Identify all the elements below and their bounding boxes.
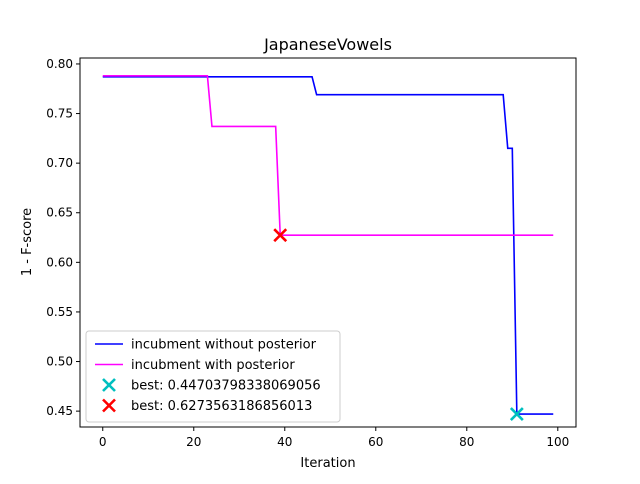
best-marker-2-stroke-b	[273, 228, 288, 243]
y-tick-label: 0.55	[46, 305, 73, 319]
best-marker-2	[273, 228, 288, 243]
series-line-2	[102, 75, 554, 236]
y-tick-label: 0.65	[46, 206, 73, 220]
y-tick-label: 0.50	[46, 355, 73, 369]
x-tick-label: 0	[99, 435, 107, 449]
x-tick-label: 80	[459, 435, 474, 449]
legend-box	[85, 330, 341, 423]
best-marker-1	[509, 407, 524, 422]
legend-label: best: 0.6273563186856013	[131, 399, 312, 414]
y-axis-label: 1 - F-score	[20, 208, 35, 276]
legend-label: incubment without posterior	[131, 338, 317, 353]
x-tick-label: 20	[186, 435, 201, 449]
legend-marker-swatch-stroke-b	[102, 378, 116, 392]
legend-marker-swatch-stroke-b	[102, 398, 116, 413]
legend-marker-swatch	[102, 398, 116, 413]
legend: incubment without posterior incubment wit…	[85, 330, 341, 423]
x-tick-label: 40	[277, 435, 292, 449]
y-tick-label: 0.75	[46, 107, 73, 121]
chart-title: JapaneseVowels	[263, 35, 392, 54]
y-tick-label: 0.80	[46, 57, 73, 71]
axes: 0 20 40 60 80 100 0.45 0.50 0.55 0.60 0.65 0.70 0.75…	[46, 57, 577, 449]
legend-label: best: 0.44703798338069056	[131, 379, 321, 394]
series-line-1	[102, 76, 554, 415]
best-marker-1-stroke-b	[509, 407, 524, 422]
legend-marker-swatch	[102, 378, 116, 392]
x-tick-label: 100	[546, 435, 569, 449]
x-tick-label: 60	[368, 435, 383, 449]
y-tick-label: 0.60	[46, 255, 73, 269]
plot-area	[102, 75, 554, 422]
x-axis-label: Iteration	[300, 456, 355, 471]
plot-frame	[79, 57, 577, 428]
y-tick-label: 0.70	[46, 156, 73, 170]
y-tick-label: 0.45	[46, 404, 73, 418]
legend-label: incubment with posterior	[131, 358, 295, 373]
